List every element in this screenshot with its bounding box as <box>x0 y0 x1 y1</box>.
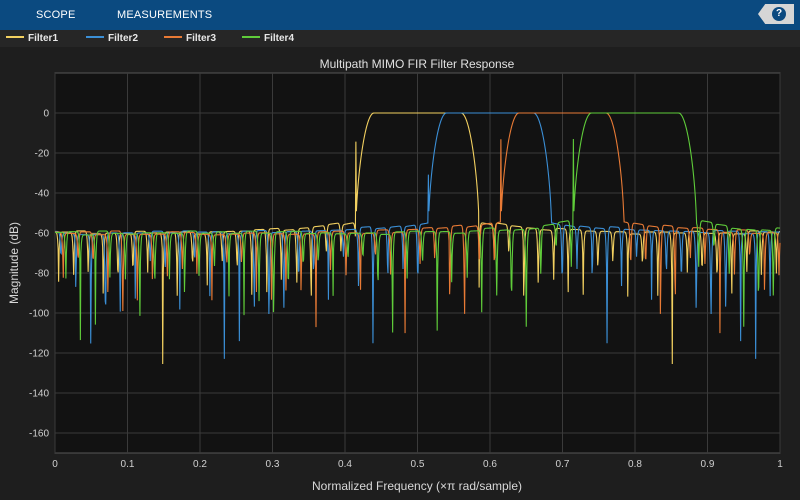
x-tick-label: 0.6 <box>483 459 497 470</box>
x-tick-label: 0.9 <box>701 459 715 470</box>
y-tick-label: -80 <box>35 269 50 280</box>
tab-scope[interactable]: SCOPE <box>36 9 76 21</box>
x-tick-label: 0 <box>52 459 58 470</box>
series-group <box>54 112 781 364</box>
x-tick-label: 0.2 <box>193 459 207 470</box>
legend-label-filter3: Filter3 <box>186 33 217 44</box>
chart-title: Multipath MIMO FIR Filter Response <box>320 57 515 71</box>
legend-swatch-filter3 <box>164 36 182 39</box>
y-tick-label: -160 <box>29 429 49 440</box>
y-tick-label: -120 <box>29 349 49 360</box>
legend-label-filter2: Filter2 <box>108 33 139 44</box>
legend-item-filter4[interactable]: Filter4 <box>242 30 294 47</box>
x-tick-label: 0.4 <box>338 459 352 470</box>
x-tick-label: 0.8 <box>628 459 642 470</box>
legend-item-filter2[interactable]: Filter2 <box>86 30 138 47</box>
series-line-filter4 <box>55 112 781 341</box>
help-icon[interactable]: ? <box>772 7 786 21</box>
legend-item-filter3[interactable]: Filter3 <box>164 30 216 47</box>
legend-item-filter1[interactable]: Filter1 <box>6 30 58 47</box>
response-plot[interactable]: Multipath MIMO FIR Filter Response 0 0.1 0… <box>0 47 800 500</box>
x-tick-label: 0.7 <box>556 459 570 470</box>
y-tick-label: 0 <box>43 109 49 120</box>
legend-label-filter4: Filter4 <box>264 33 295 44</box>
y-tick-label: -60 <box>35 229 50 240</box>
legend: Filter1 Filter2 Filter3 Filter4 <box>0 30 800 47</box>
y-tick-label: -100 <box>29 309 49 320</box>
y-tick-label: -20 <box>35 149 50 160</box>
series-line-filter3 <box>55 112 781 334</box>
x-axis-label: Normalized Frequency (×π rad/sample) <box>312 479 522 493</box>
y-axis-label: Magnitude (dB) <box>7 222 21 304</box>
legend-label-filter1: Filter1 <box>28 33 59 44</box>
legend-swatch-filter1 <box>6 36 24 39</box>
x-tick-label: 0.3 <box>266 459 280 470</box>
legend-swatch-filter4 <box>242 36 260 39</box>
x-tick-label: 0.5 <box>411 459 425 470</box>
x-tick-label: 0.1 <box>121 459 135 470</box>
x-tick-label: 1 <box>777 459 783 470</box>
x-axis: 0 0.1 0.2 0.3 0.4 0.5 0.6 0.7 0.8 0.9 1 <box>52 459 783 470</box>
y-axis: 0 -20 -40 -60 -80 -100 -120 -140 -160 <box>29 109 49 440</box>
tab-measurements[interactable]: MEASUREMENTS <box>117 9 213 21</box>
toolbar: SCOPE MEASUREMENTS ? <box>0 0 800 30</box>
legend-swatch-filter2 <box>86 36 104 39</box>
y-tick-label: -140 <box>29 389 49 400</box>
y-tick-label: -40 <box>35 189 50 200</box>
